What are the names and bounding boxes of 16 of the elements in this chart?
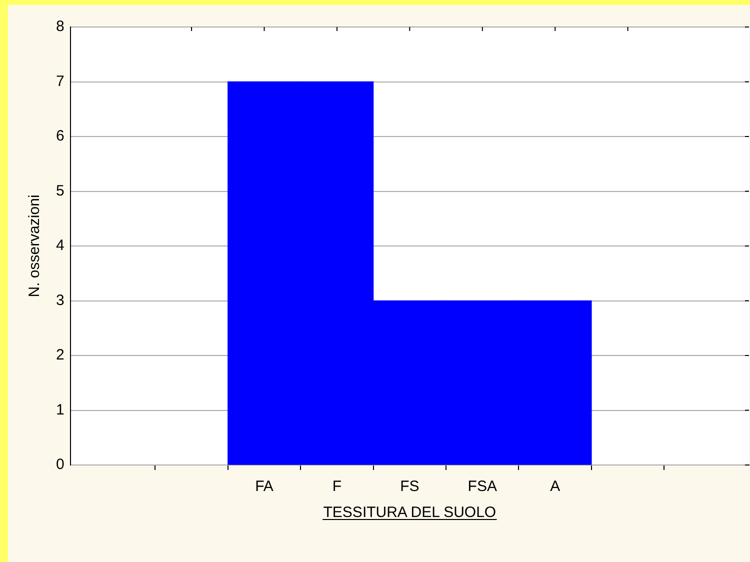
y-axis-title: N. osservazioni — [26, 194, 44, 298]
y-tick-label: 7 — [56, 72, 64, 90]
x-tick-label: A — [550, 478, 560, 496]
x-tick-label: FS — [400, 478, 420, 496]
y-tick-label: 8 — [56, 18, 64, 36]
x-axis-title: TESSITURA DEL SUOLO — [323, 504, 496, 521]
y-tick-label: 3 — [56, 292, 64, 309]
y-tick-label: 2 — [56, 346, 64, 364]
y-tick-label: 4 — [56, 237, 64, 254]
x-tick-label: F — [332, 478, 342, 496]
x-tick-label: FA — [255, 478, 274, 496]
x-tick-label: FSA — [468, 478, 497, 496]
y-tick-label: 6 — [56, 128, 64, 145]
y-tick-label: 1 — [56, 401, 64, 418]
y-tick-label: 5 — [56, 182, 64, 200]
y-tick-label: 0 — [56, 456, 64, 474]
